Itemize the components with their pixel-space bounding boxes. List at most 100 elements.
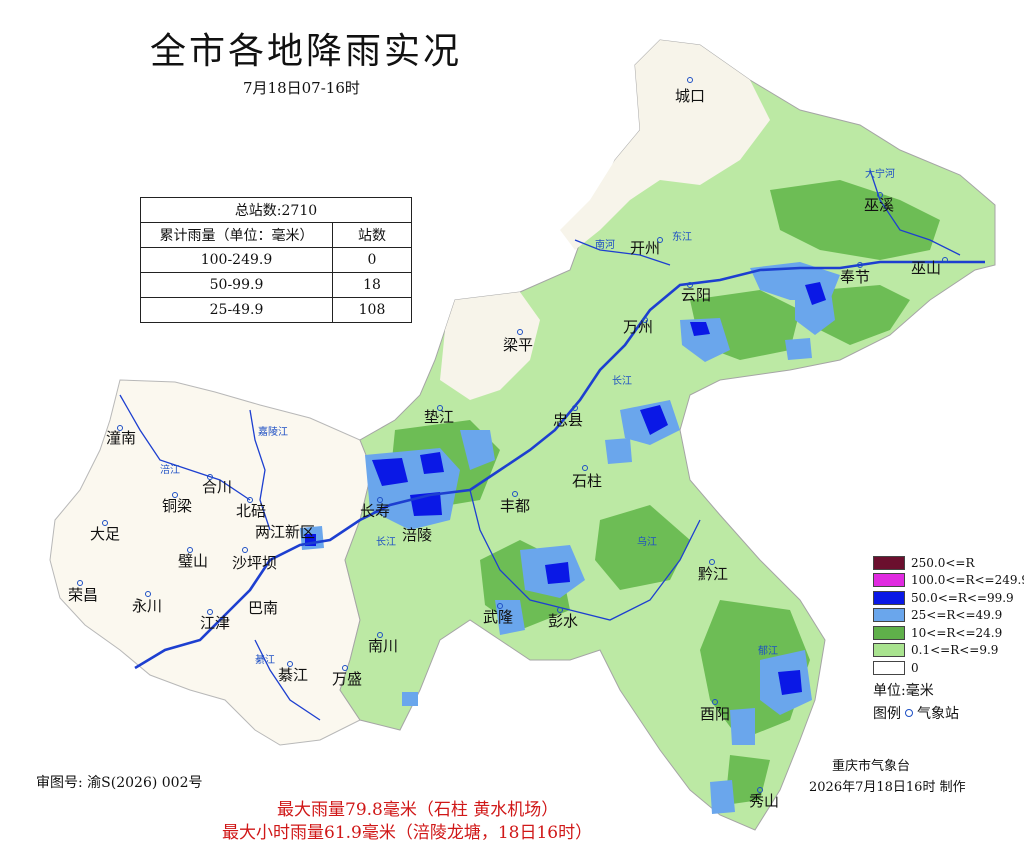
- legend-label: 0: [911, 660, 919, 675]
- stats-header-range: 累计雨量（单位：毫米）: [140, 222, 333, 248]
- place-label: 两江新区: [255, 523, 315, 541]
- station-marker: [857, 262, 863, 268]
- river-label: 乌江: [637, 535, 657, 548]
- place-label: 江津: [200, 614, 230, 632]
- legend-unit: 单位:毫米: [873, 683, 934, 699]
- rain-50-100-areas: [305, 282, 826, 695]
- station-marker: [557, 607, 563, 613]
- station-marker: [877, 192, 883, 198]
- rainfall-legend: 250.0<=R 100.0<=R<=249.9 50.0<=R<=99.9 2…: [873, 554, 1024, 677]
- station-marker: [187, 547, 193, 553]
- place-label: 铜梁: [162, 497, 192, 515]
- no-rain-area-liangping: [440, 292, 540, 400]
- stats-count: 18: [332, 272, 412, 298]
- map-title: 全市各地降雨实况: [150, 31, 463, 72]
- stats-header-count: 站数: [332, 222, 412, 248]
- tributary-rivers: [119, 169, 961, 721]
- station-marker: [102, 520, 108, 526]
- river-label: 南河: [595, 238, 615, 251]
- legend-label: 100.0<=R<=249.9: [911, 573, 1024, 588]
- max-hourly-rainfall: 最大小时雨量61.9毫米（涪陵龙塘，18日16时）: [222, 823, 593, 843]
- stats-range: 50-99.9: [140, 272, 333, 298]
- river-label: 大宁河: [865, 167, 895, 180]
- place-label: 合川: [202, 478, 232, 496]
- stats-range: 100-249.9: [140, 247, 333, 273]
- legend-swatch: [873, 625, 905, 640]
- place-label: 奉节: [840, 268, 870, 286]
- legend-label: 25<=R<=49.9: [911, 608, 1003, 623]
- station-dot-icon: [905, 709, 913, 717]
- station-marker: [242, 547, 248, 553]
- place-label: 涪陵: [402, 526, 432, 544]
- station-stats-table: 总站数:2710 累计雨量（单位：毫米） 站数 100-249.9 0 50-9…: [140, 197, 412, 323]
- place-label: 南川: [368, 637, 398, 655]
- legend-item: 50.0<=R<=99.9: [873, 589, 1024, 607]
- station-marker: [512, 491, 518, 497]
- legend-swatch: [873, 643, 905, 658]
- place-label: 梁平: [503, 336, 533, 354]
- place-label: 武隆: [483, 608, 513, 626]
- station-marker: [77, 580, 83, 586]
- place-label: 石柱: [572, 472, 602, 490]
- river-label: 嘉陵江: [258, 425, 288, 438]
- station-marker: [117, 425, 123, 431]
- legend-key: 图例 气象站: [873, 703, 959, 723]
- place-label: 璧山: [178, 552, 208, 570]
- station-marker: [942, 257, 948, 263]
- legend-swatch: [873, 608, 905, 623]
- station-marker: [712, 699, 718, 705]
- place-label: 开州: [630, 239, 660, 257]
- legend-item: 10<=R<=24.9: [873, 624, 1024, 642]
- legend-label: 10<=R<=24.9: [911, 625, 1003, 640]
- river-label: 东江: [672, 230, 692, 243]
- place-labels: 城口 巫溪 开州 云阳 奉节 巫山 万州 梁平 垫江 忠县 石柱 丰都 长寿 涪…: [68, 87, 941, 810]
- station-marker: [207, 609, 213, 615]
- weather-stations: [77, 77, 948, 793]
- river-label: 涪江: [160, 463, 180, 476]
- place-label: 永川: [132, 597, 162, 615]
- place-label: 荣昌: [68, 586, 98, 604]
- place-label: 北碚: [236, 502, 266, 520]
- map-subtitle: 7月18日07-16时: [243, 79, 360, 97]
- legend-key-label: 图例: [873, 706, 901, 722]
- legend-swatch: [873, 573, 905, 588]
- station-marker: [247, 497, 253, 503]
- no-rain-area-north: [560, 40, 770, 250]
- station-marker: [757, 787, 763, 793]
- stats-total: 总站数:2710: [140, 197, 412, 223]
- legend-item: 0.1<=R<=9.9: [873, 642, 1024, 660]
- river-labels: 大宁河 南河 东江 长江 长江 乌江 嘉陵江 涪江 綦江 郁江: [160, 167, 895, 666]
- station-marker: [342, 665, 348, 671]
- station-marker: [572, 405, 578, 411]
- station-marker: [657, 237, 663, 243]
- legend-swatch: [873, 590, 905, 605]
- station-marker: [172, 492, 178, 498]
- station-marker: [437, 405, 443, 411]
- place-label: 綦江: [278, 666, 308, 684]
- place-label: 巴南: [248, 599, 278, 617]
- station-marker: [377, 632, 383, 638]
- map-approval-number: 审图号: 渝S(2026) 002号: [36, 775, 203, 791]
- place-label: 丰都: [500, 497, 530, 515]
- produced-time: 2026年7月18日16时 制作: [809, 780, 966, 795]
- place-label: 云阳: [681, 286, 711, 304]
- legend-item: 25<=R<=49.9: [873, 607, 1024, 625]
- yangtze-river: [134, 260, 985, 670]
- table-row: 50-99.9 18: [140, 272, 412, 298]
- river-label: 郁江: [758, 644, 778, 657]
- max-rainfall: 最大雨量79.8毫米（石柱 黄水机场）: [277, 800, 559, 820]
- legend-label: 50.0<=R<=99.9: [911, 590, 1014, 605]
- stats-count: 108: [332, 297, 412, 323]
- place-label: 城口: [675, 87, 705, 105]
- legend-item: 0: [873, 659, 1024, 677]
- place-label: 巫山: [911, 259, 941, 277]
- place-label: 长寿: [360, 502, 390, 520]
- place-label: 大足: [90, 525, 120, 543]
- station-marker: [145, 591, 151, 597]
- place-label: 忠县: [553, 411, 583, 429]
- place-label: 秀山: [749, 792, 779, 810]
- table-row: 25-49.9 108: [140, 297, 412, 323]
- place-label: 黔江: [698, 565, 728, 583]
- place-label: 酉阳: [700, 705, 730, 723]
